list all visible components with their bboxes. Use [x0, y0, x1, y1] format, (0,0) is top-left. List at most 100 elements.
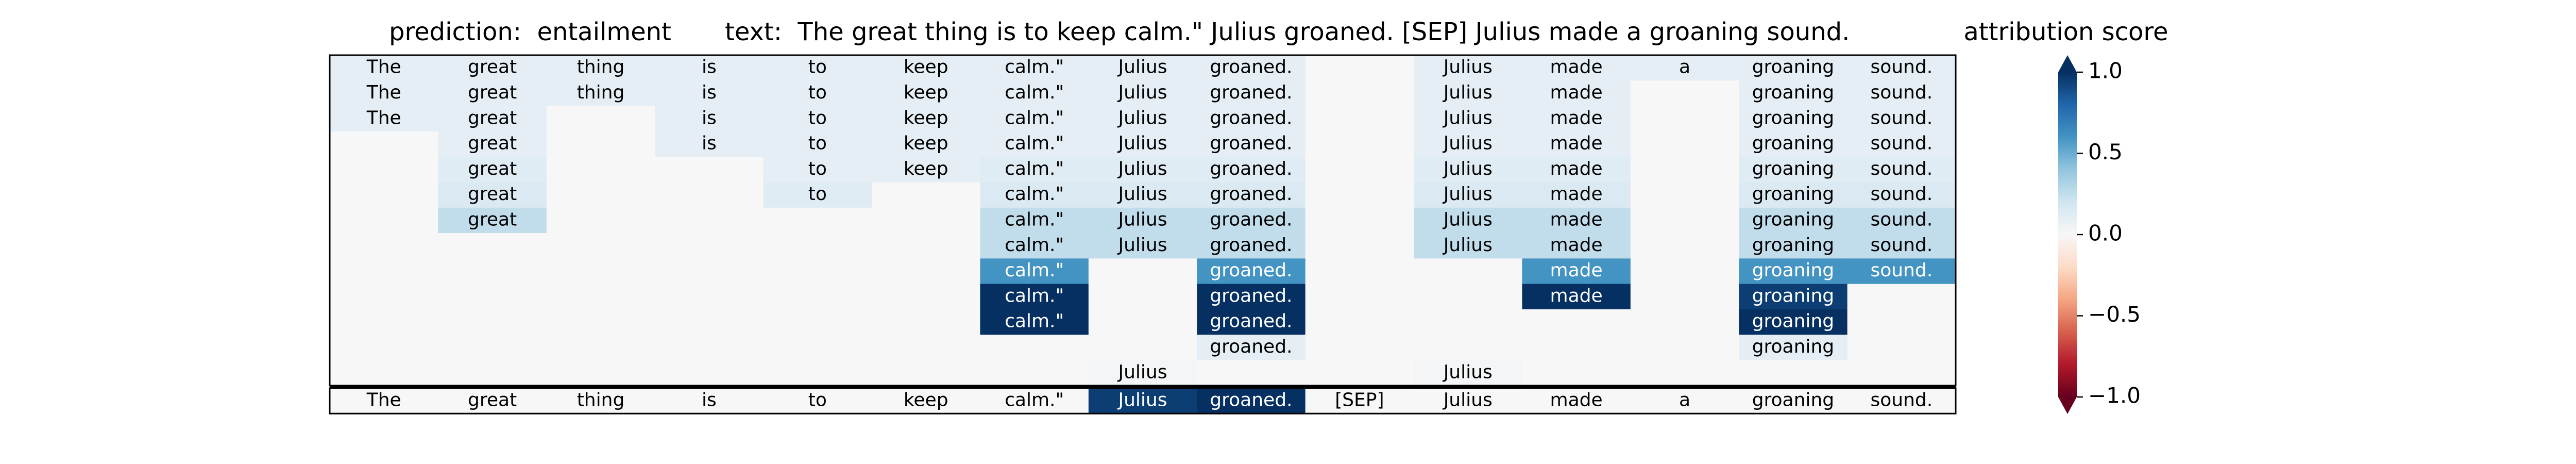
cell: [1197, 55, 1306, 81]
cell-label: Julius: [1443, 133, 1493, 154]
cell: [330, 233, 438, 259]
cell: [438, 182, 547, 208]
cell: [1414, 55, 1522, 81]
colorbar-extend-bottom: [2058, 397, 2077, 414]
cell: [330, 80, 438, 107]
colorbar-tick-label: 1.0: [2088, 58, 2123, 84]
cell-label: great: [468, 133, 517, 154]
cell-label: Julius: [1117, 158, 1167, 179]
cell: [546, 182, 655, 208]
cell: [1305, 80, 1414, 107]
cell: [546, 55, 655, 81]
cell-label: Julius: [1117, 82, 1167, 103]
cell: [1414, 258, 1522, 285]
cell: [980, 284, 1089, 310]
cell: [438, 360, 547, 386]
cell: [1847, 131, 1956, 157]
cell-label: groaning: [1752, 209, 1834, 230]
cell: [1305, 157, 1414, 183]
cell: [1305, 284, 1414, 310]
cell: [1088, 131, 1197, 157]
cell-label: calm.": [1005, 235, 1064, 256]
cell-label: Julius: [1443, 107, 1493, 128]
cell: [980, 80, 1089, 107]
cell: [1630, 131, 1739, 157]
colorbar-label: attribution score: [1963, 18, 2168, 46]
cell-label: made: [1550, 158, 1603, 179]
cell: [1088, 233, 1197, 259]
cell: [763, 284, 872, 310]
cell: [872, 157, 980, 183]
cell: [1847, 182, 1956, 208]
cell: [546, 309, 655, 335]
cell: [1197, 309, 1306, 335]
cell-label: groaning: [1752, 107, 1834, 128]
cell-label: made: [1550, 57, 1603, 78]
cell-label: keep: [904, 82, 948, 103]
cell: [763, 55, 872, 81]
cell: [1739, 309, 1848, 335]
cell: [1305, 55, 1414, 81]
cell-label: great: [468, 82, 517, 103]
cell: [1088, 335, 1197, 361]
cell-label: is: [702, 82, 717, 103]
cell-label: groaned.: [1210, 235, 1292, 256]
cell: [1847, 207, 1956, 234]
cell: [980, 360, 1089, 386]
cell-label: calm.": [1005, 390, 1064, 411]
cell: [1305, 106, 1414, 132]
cell: [1522, 360, 1631, 386]
cell: [330, 55, 438, 81]
cell-label: Julius: [1117, 209, 1167, 230]
cell: [1522, 388, 1631, 414]
colorbar-tick-label: −1.0: [2088, 383, 2141, 408]
cell: [438, 388, 547, 414]
cell: [872, 131, 980, 157]
cell: [1739, 131, 1848, 157]
cell: [980, 157, 1089, 183]
cell: [980, 131, 1089, 157]
cell: [1739, 258, 1848, 285]
cell-label: made: [1550, 133, 1603, 154]
cell: [546, 360, 655, 386]
cell: [655, 388, 764, 414]
cell: [872, 55, 980, 81]
cell: [1847, 335, 1956, 361]
cell-label: a: [1679, 57, 1690, 78]
cell: [1197, 233, 1306, 259]
cell-label: calm.": [1005, 133, 1064, 154]
cell: [1197, 360, 1306, 386]
cell-label: thing: [577, 390, 625, 411]
cell: [330, 335, 438, 361]
cell-label: to: [808, 57, 827, 78]
cell: [655, 233, 764, 259]
cell: [438, 106, 547, 132]
cell-label: made: [1550, 184, 1603, 205]
cell: [1847, 157, 1956, 183]
cell: [763, 80, 872, 107]
cell-label: [SEP]: [1335, 390, 1384, 411]
cell-label: groaning: [1752, 285, 1834, 306]
cell: [980, 182, 1089, 208]
cell: [1739, 182, 1848, 208]
cell: [1088, 258, 1197, 285]
cell: [763, 106, 872, 132]
cell: [1197, 207, 1306, 234]
cell-label: to: [808, 184, 827, 205]
cell-label: great: [468, 107, 517, 128]
cell: [1305, 207, 1414, 234]
cell-label: calm.": [1005, 158, 1064, 179]
cell-label: groaned.: [1210, 158, 1292, 179]
cell-label: groaning: [1752, 158, 1834, 179]
cell-label: to: [808, 133, 827, 154]
cell: [1522, 131, 1631, 157]
cell-label: great: [468, 209, 517, 230]
cell: [763, 207, 872, 234]
cell: [872, 335, 980, 361]
cell: [1630, 106, 1739, 132]
cell: [1414, 284, 1522, 310]
cell: [1088, 55, 1197, 81]
cell: [1847, 258, 1956, 285]
cell: [330, 388, 438, 414]
cell: [1305, 335, 1414, 361]
